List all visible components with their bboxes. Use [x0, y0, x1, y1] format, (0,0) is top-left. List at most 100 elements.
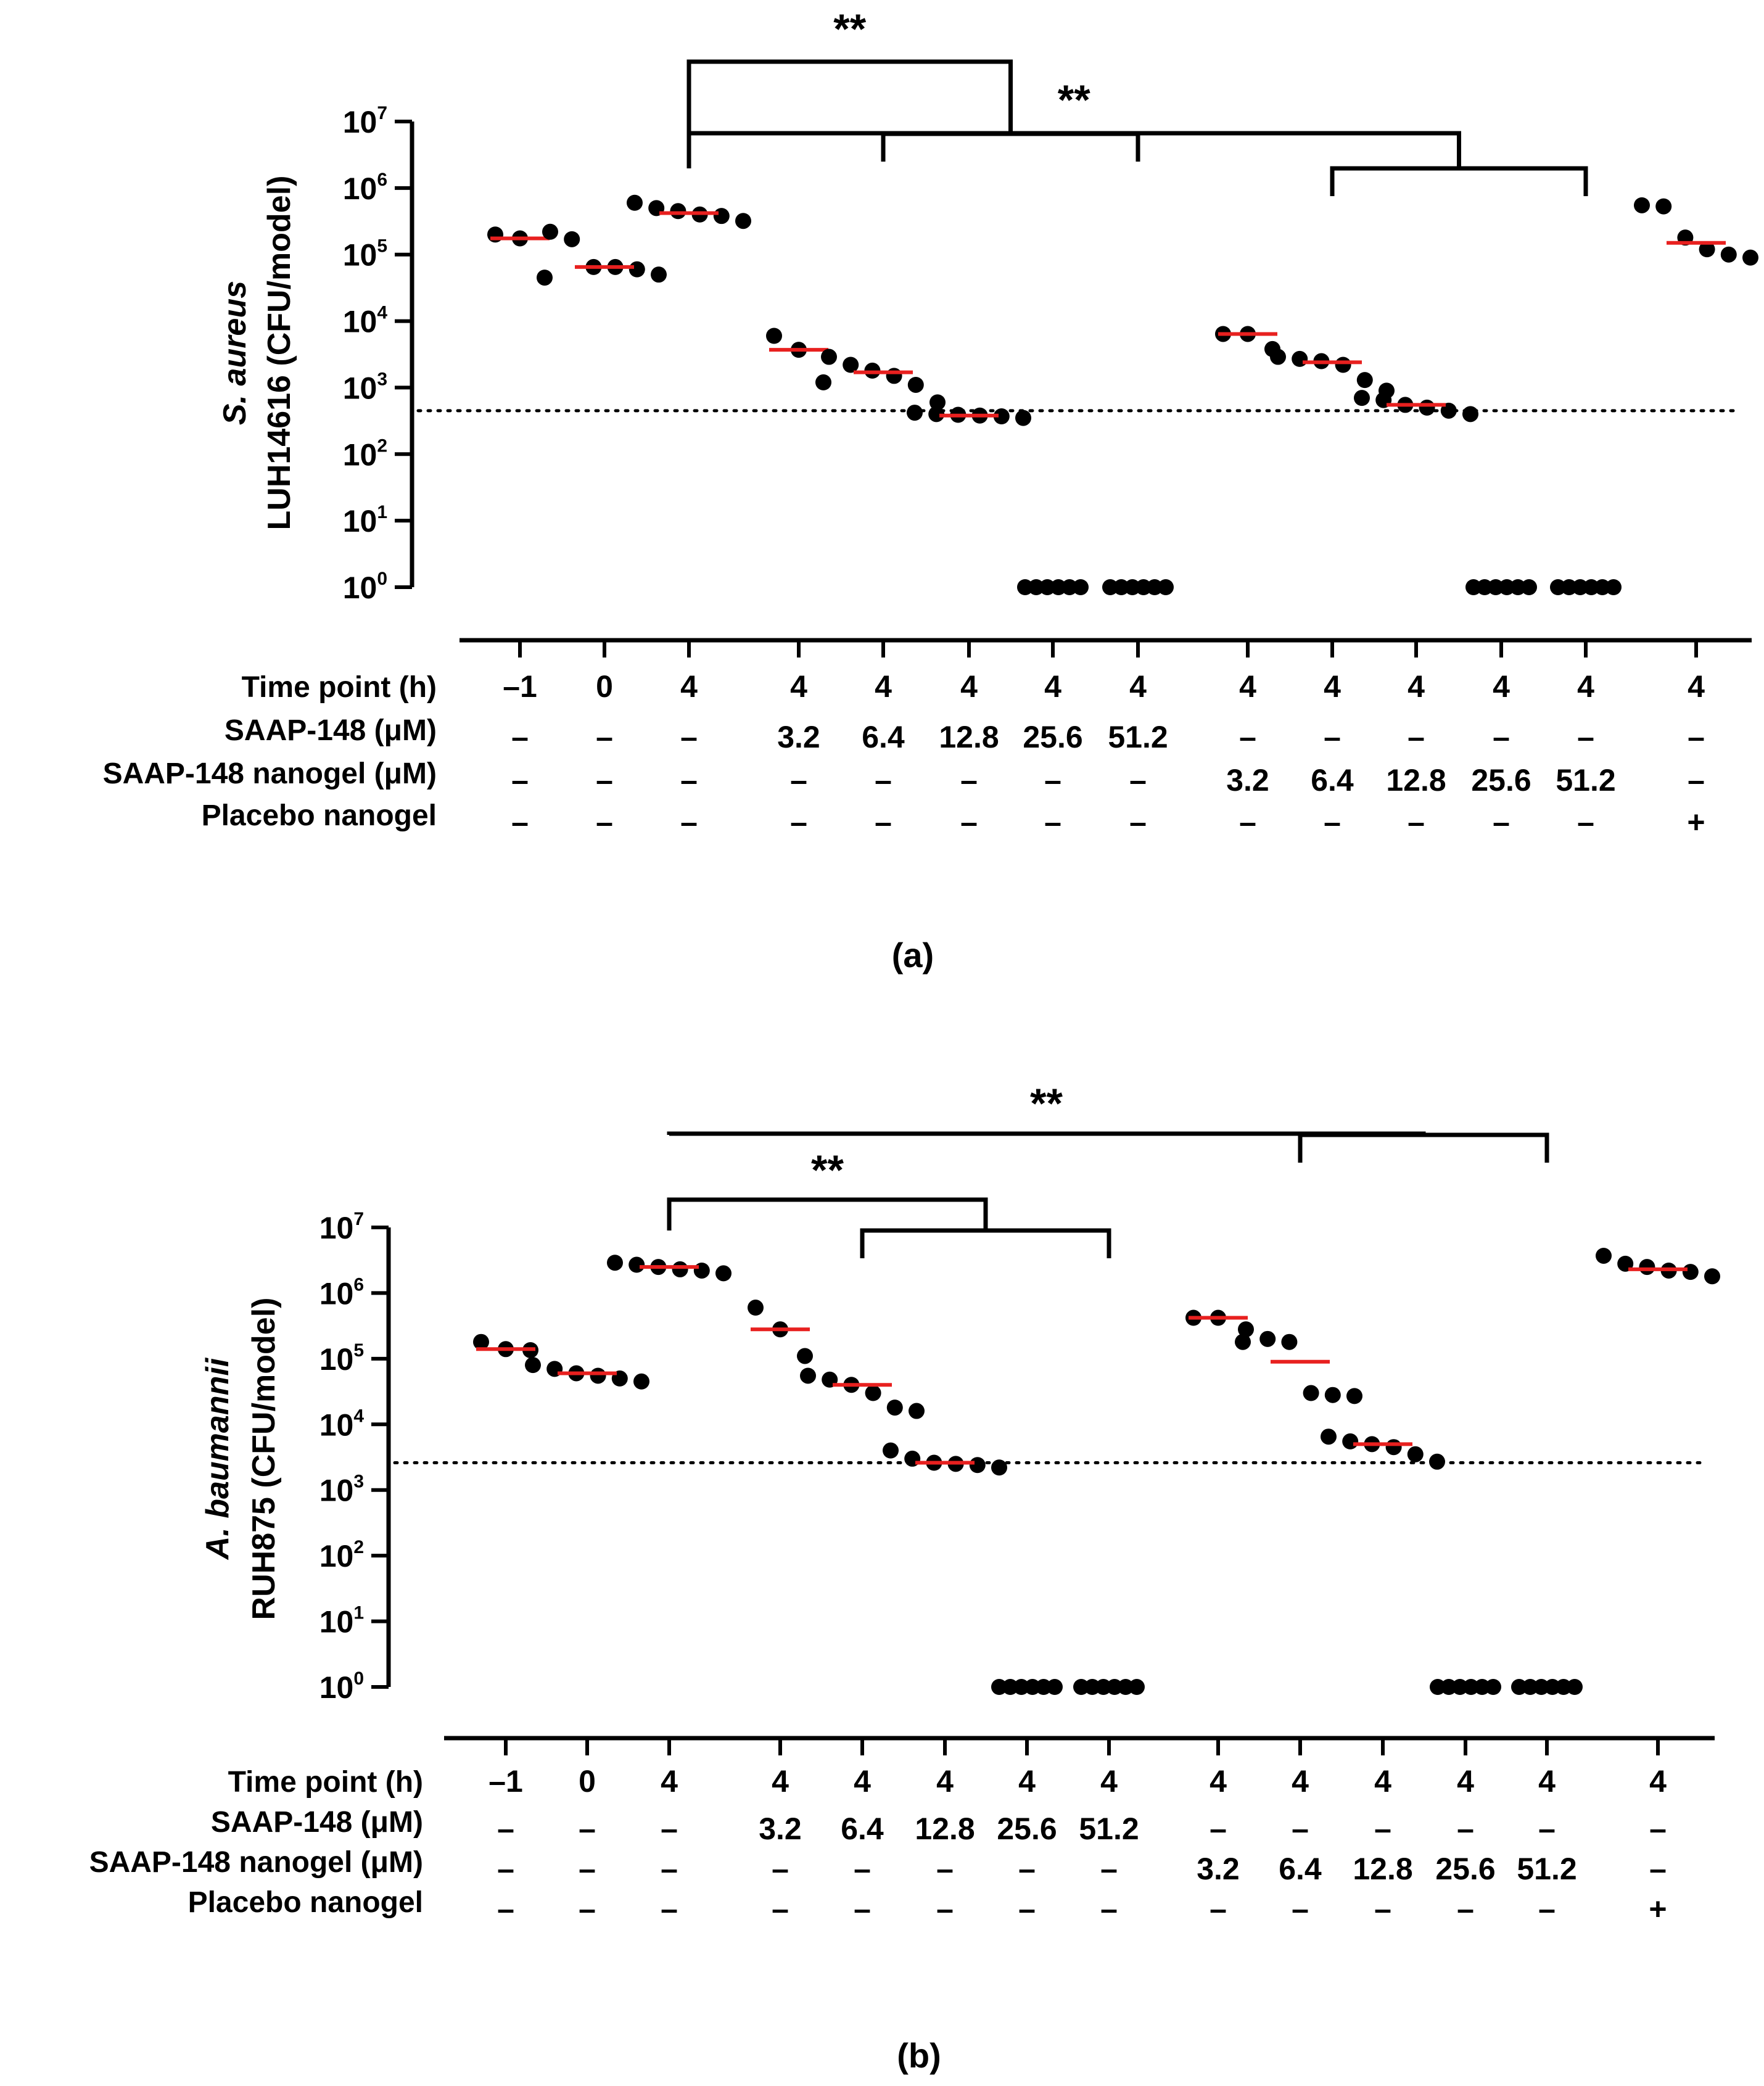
- data-point: [1118, 1679, 1134, 1695]
- table-cell: –: [875, 763, 892, 798]
- caption-a: (a): [892, 936, 934, 975]
- table-cell: –: [1577, 805, 1594, 839]
- data-point: [766, 328, 782, 344]
- data-point: [542, 223, 558, 240]
- y-axis-title-strain: RUH875 (CFU/model): [246, 1298, 282, 1620]
- table-cell: –: [854, 1852, 871, 1886]
- data-point: [907, 405, 923, 421]
- table-cell: 51.2: [1079, 1812, 1139, 1846]
- table-row-label: Time point (h): [228, 1766, 423, 1799]
- table-cell: –: [1457, 1812, 1474, 1846]
- table-cell: –: [596, 805, 613, 839]
- table-cell: –: [1538, 1892, 1556, 1926]
- data-point: [1073, 1679, 1089, 1695]
- table-cell: –: [875, 805, 892, 839]
- table-cell: –: [1239, 805, 1256, 839]
- y-tick-label: 103: [319, 1472, 364, 1508]
- table-cell: 12.8: [939, 720, 999, 754]
- table-cell: –: [1292, 1812, 1309, 1846]
- data-point: [843, 357, 859, 373]
- table-cell: 3.2: [759, 1812, 802, 1846]
- significance-label: **: [1058, 76, 1090, 123]
- table-cell: –: [1044, 763, 1061, 798]
- y-tick-label: 107: [319, 1209, 364, 1245]
- data-point: [1061, 579, 1078, 595]
- table-cell: –: [1577, 720, 1594, 754]
- table-cell: 6.4: [841, 1812, 884, 1846]
- y-tick-label: 101: [343, 502, 387, 538]
- table-cell: –: [854, 1892, 871, 1926]
- data-point: [1465, 579, 1482, 595]
- table-cell: –: [1129, 763, 1147, 798]
- table-cell: 4: [1210, 1764, 1227, 1799]
- data-point: [537, 270, 553, 286]
- data-point: [1488, 579, 1504, 595]
- data-point: [1594, 579, 1610, 595]
- table-cell: –: [680, 720, 698, 754]
- data-point: [886, 368, 902, 384]
- data-point: [886, 1400, 903, 1416]
- data-point: [1002, 1679, 1018, 1695]
- data-point: [1107, 1679, 1123, 1695]
- data-point: [993, 408, 1010, 425]
- significance-bracket-inner: [881, 131, 1140, 162]
- significance-bracket-outer: [686, 59, 1013, 134]
- table-cell: –: [1324, 720, 1341, 754]
- data-point: [1474, 1679, 1490, 1695]
- data-point: [1342, 1433, 1359, 1449]
- table-cell: 4: [1044, 669, 1061, 704]
- data-point: [1556, 1679, 1572, 1695]
- y-tick-label: 101: [319, 1603, 364, 1639]
- significance-label: **: [1030, 1080, 1063, 1127]
- table-cell: –: [1374, 1812, 1391, 1846]
- table-cell: –: [790, 763, 807, 798]
- table-cell: 0: [596, 669, 613, 704]
- table-cell: 51.2: [1108, 720, 1168, 754]
- data-point: [525, 1357, 541, 1374]
- table-row-label: SAAP-148 (μM): [211, 1806, 423, 1839]
- table-cell: –: [1129, 805, 1147, 839]
- data-point: [1335, 357, 1351, 373]
- data-point: [928, 406, 945, 423]
- data-point: [991, 1459, 1007, 1476]
- data-point: [1499, 579, 1515, 595]
- table-cell: –: [511, 763, 529, 798]
- data-point: [1583, 579, 1599, 595]
- table-cell: –: [936, 1892, 954, 1926]
- table-cell: 25.6: [1471, 763, 1531, 798]
- data-point: [865, 1385, 881, 1401]
- data-point: [1533, 1679, 1549, 1695]
- data-point: [1477, 579, 1493, 595]
- data-point: [1544, 1679, 1560, 1695]
- table-row-label: Time point (h): [242, 671, 437, 704]
- table-cell: 4: [1457, 1764, 1474, 1799]
- table-cell: 4: [854, 1764, 871, 1799]
- table-cell: –: [579, 1812, 596, 1846]
- data-point: [1699, 241, 1715, 258]
- data-point: [1634, 197, 1650, 213]
- data-point: [1419, 399, 1435, 416]
- table-cell: –: [1018, 1892, 1036, 1926]
- table-cell: 4: [1374, 1764, 1391, 1799]
- data-point: [883, 1442, 899, 1459]
- table-row-label: Placebo nanogel: [202, 799, 437, 832]
- table-cell: 4: [680, 669, 698, 704]
- table-cell: –: [1649, 1812, 1667, 1846]
- table-row-label: SAAP-148 nanogel (μM): [89, 1846, 423, 1879]
- data-point: [1113, 579, 1129, 595]
- y-axis-title-species: S. aureus: [217, 281, 253, 425]
- table-cell: –: [1324, 805, 1341, 839]
- table-cell: –: [661, 1812, 678, 1846]
- data-point: [1084, 1679, 1100, 1695]
- data-point: [969, 1457, 986, 1474]
- table-row-label: SAAP-148 (μM): [225, 714, 437, 747]
- table-cell: –1: [503, 669, 537, 704]
- table-cell: –: [936, 1852, 954, 1886]
- table-cell: +: [1687, 805, 1705, 839]
- table-cell: –: [680, 805, 698, 839]
- table-cell: 25.6: [997, 1812, 1057, 1846]
- table-cell: 25.6: [1023, 720, 1082, 754]
- y-tick-label: 104: [343, 303, 388, 339]
- table-cell: –: [1210, 1892, 1227, 1926]
- significance-bracket-inner: [860, 1228, 1111, 1258]
